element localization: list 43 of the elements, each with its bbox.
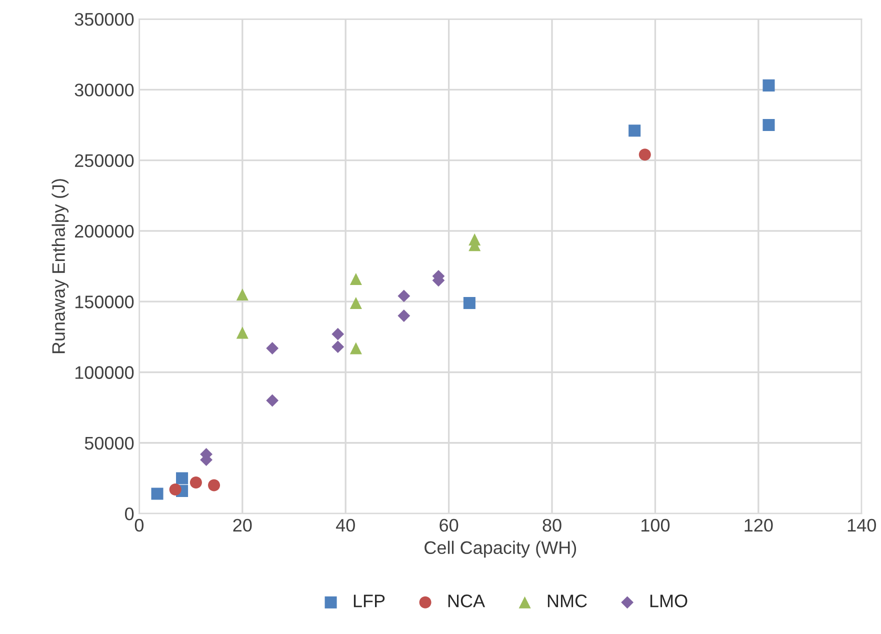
- y-tick-label: 50000: [84, 436, 134, 450]
- point: [169, 484, 182, 496]
- point: [398, 290, 410, 302]
- x-tick-label: 120: [744, 518, 773, 532]
- y-tick-label: 0: [125, 507, 134, 520]
- point: [463, 297, 476, 310]
- point: [332, 328, 344, 340]
- point: [190, 476, 202, 488]
- legend-label: LMO: [650, 594, 688, 608]
- point: [266, 394, 279, 407]
- point: [350, 342, 362, 354]
- point: [151, 488, 164, 500]
- y-tick-label: 300000: [74, 84, 134, 96]
- x-tick-label: 140: [848, 518, 876, 532]
- x-axis-title: Cell Capacity (WH): [424, 540, 576, 558]
- legend-label: NMC: [548, 594, 587, 608]
- point: [350, 297, 362, 310]
- point: [208, 479, 220, 492]
- point: [628, 124, 641, 137]
- point: [176, 472, 188, 484]
- point: [398, 310, 410, 322]
- legend-label: LFP: [354, 594, 385, 608]
- y-axis-title: Runaway Enthalpy (J): [52, 179, 69, 354]
- y-tick-label: 200000: [75, 224, 134, 238]
- x-tick-label: 60: [440, 518, 458, 532]
- y-tick-label: 150000: [75, 296, 134, 308]
- x-tick-label: 0: [134, 518, 144, 532]
- point: [236, 326, 248, 339]
- x-tick-label: 80: [542, 518, 562, 532]
- point: [762, 79, 775, 92]
- legend-label: NCA: [448, 594, 486, 608]
- point: [332, 340, 344, 354]
- x-tick-label: 40: [336, 518, 355, 532]
- y-tick-label: 350000: [74, 12, 134, 26]
- x-tick-label: 100: [642, 518, 670, 532]
- point: [236, 288, 248, 301]
- point: [638, 148, 651, 161]
- y-tick-label: 250000: [75, 154, 134, 168]
- point: [350, 272, 362, 286]
- point: [266, 342, 279, 354]
- x-tick-label: 20: [233, 518, 252, 532]
- point: [762, 118, 775, 132]
- y-tick-label: 100000: [75, 366, 134, 379]
